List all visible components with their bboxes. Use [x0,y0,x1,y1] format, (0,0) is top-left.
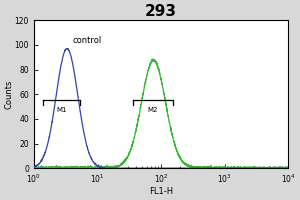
Text: M2: M2 [147,107,158,113]
Title: 293: 293 [145,4,177,19]
Y-axis label: Counts: Counts [4,80,13,109]
X-axis label: FL1-H: FL1-H [149,187,173,196]
Text: control: control [72,36,101,45]
Text: M1: M1 [56,107,67,113]
